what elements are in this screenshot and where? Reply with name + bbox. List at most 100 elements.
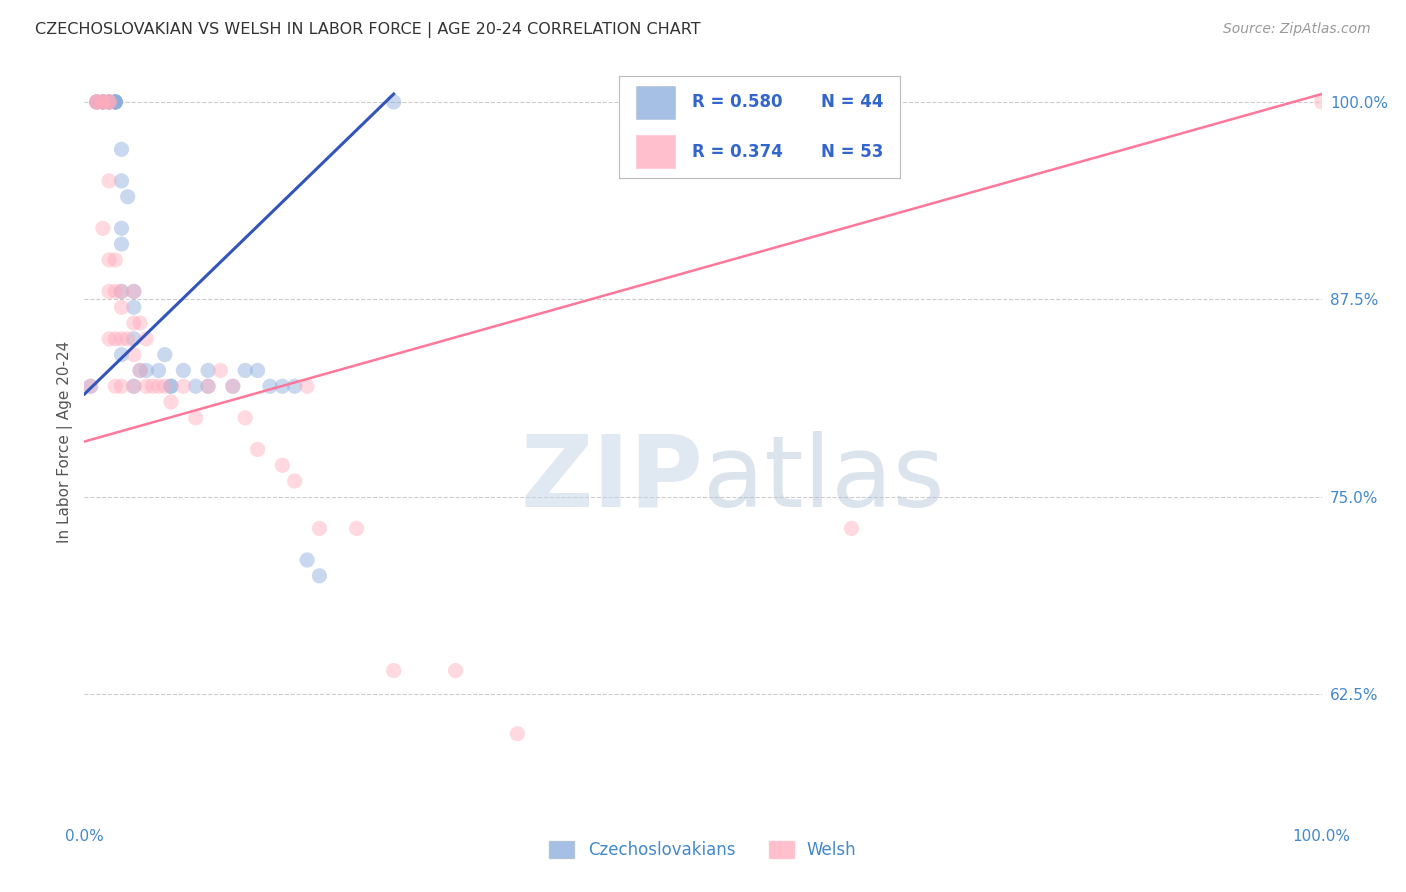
Point — [110, 285, 132, 299]
Bar — [636, 87, 675, 119]
Point — [86, 95, 108, 109]
Point — [98, 95, 121, 109]
Point — [91, 95, 114, 109]
Point — [122, 285, 145, 299]
Point — [172, 379, 194, 393]
Point — [222, 379, 245, 393]
Point — [172, 363, 194, 377]
Text: ZIP: ZIP — [520, 431, 703, 528]
Point — [233, 363, 256, 377]
Point — [110, 237, 132, 252]
Point — [233, 410, 256, 425]
Point — [117, 190, 139, 204]
Point — [86, 95, 108, 109]
Point — [295, 379, 318, 393]
Point — [841, 521, 863, 535]
Point — [110, 221, 132, 235]
Point — [98, 95, 121, 109]
Point — [382, 664, 405, 678]
Point — [135, 379, 157, 393]
Point — [79, 379, 101, 393]
Point — [110, 174, 132, 188]
Point — [86, 95, 108, 109]
Point — [91, 221, 114, 235]
Point — [104, 95, 127, 109]
Point — [209, 363, 232, 377]
Point — [122, 348, 145, 362]
Point — [104, 379, 127, 393]
Point — [308, 569, 330, 583]
Y-axis label: In Labor Force | Age 20-24: In Labor Force | Age 20-24 — [58, 341, 73, 542]
Point — [122, 285, 145, 299]
Point — [98, 174, 121, 188]
Point — [197, 379, 219, 393]
Point — [98, 285, 121, 299]
Text: Source: ZipAtlas.com: Source: ZipAtlas.com — [1223, 22, 1371, 37]
Point — [271, 458, 294, 473]
Point — [160, 379, 183, 393]
Point — [104, 285, 127, 299]
Point — [135, 332, 157, 346]
Point — [382, 95, 405, 109]
Point — [135, 363, 157, 377]
Point — [222, 379, 245, 393]
Text: N = 44: N = 44 — [821, 94, 883, 112]
Point — [184, 410, 207, 425]
Point — [129, 363, 152, 377]
Point — [284, 474, 307, 488]
Point — [346, 521, 368, 535]
Point — [295, 553, 318, 567]
Point — [122, 300, 145, 314]
Point — [104, 332, 127, 346]
Point — [110, 379, 132, 393]
Point — [98, 95, 121, 109]
Point — [1310, 95, 1333, 109]
Point — [110, 348, 132, 362]
Text: N = 53: N = 53 — [821, 143, 883, 161]
Bar — [636, 136, 675, 168]
Point — [122, 379, 145, 393]
Point — [104, 95, 127, 109]
Point — [153, 379, 176, 393]
Point — [129, 363, 152, 377]
Point — [506, 727, 529, 741]
Point — [110, 332, 132, 346]
Point — [98, 95, 121, 109]
Point — [246, 363, 269, 377]
Point — [91, 95, 114, 109]
Point — [117, 332, 139, 346]
Point — [122, 332, 145, 346]
Point — [104, 95, 127, 109]
Point — [86, 95, 108, 109]
Point — [308, 521, 330, 535]
Text: R = 0.374: R = 0.374 — [692, 143, 783, 161]
Point — [98, 95, 121, 109]
Text: atlas: atlas — [703, 431, 945, 528]
Point — [141, 379, 163, 393]
Point — [122, 379, 145, 393]
Point — [197, 379, 219, 393]
Point — [91, 95, 114, 109]
Point — [98, 252, 121, 267]
Point — [148, 379, 170, 393]
Point — [129, 316, 152, 330]
Point — [259, 379, 281, 393]
Point — [184, 379, 207, 393]
Point — [98, 332, 121, 346]
Point — [110, 300, 132, 314]
Point — [110, 142, 132, 156]
Text: R = 0.580: R = 0.580 — [692, 94, 782, 112]
Point — [444, 664, 467, 678]
Point — [104, 252, 127, 267]
Point — [86, 95, 108, 109]
Point — [160, 395, 183, 409]
Point — [104, 95, 127, 109]
Point — [284, 379, 307, 393]
Point — [98, 95, 121, 109]
Point — [91, 95, 114, 109]
Point — [271, 379, 294, 393]
Point — [197, 363, 219, 377]
Legend: Czechoslovakians, Welsh: Czechoslovakians, Welsh — [543, 834, 863, 865]
Point — [104, 95, 127, 109]
Point — [91, 95, 114, 109]
